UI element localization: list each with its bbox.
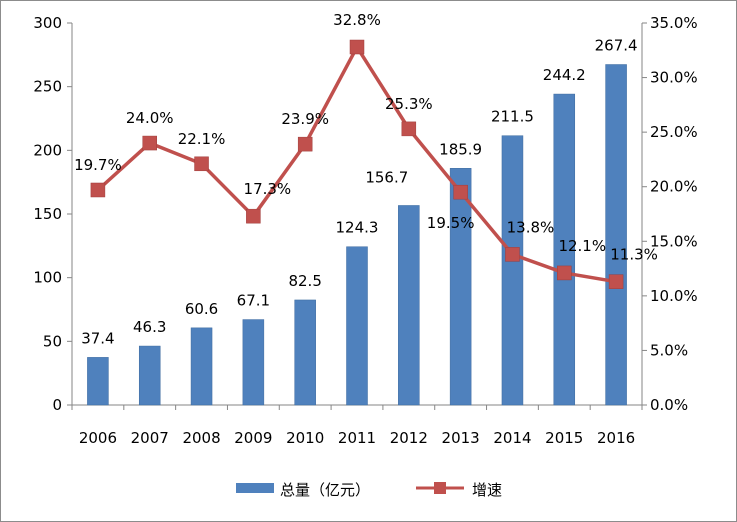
left-tick-label: 150	[33, 205, 62, 223]
left-tick-label: 200	[33, 141, 62, 159]
line-data-label: 24.0%	[126, 109, 174, 127]
line-marker	[246, 208, 261, 224]
bar	[449, 168, 472, 406]
bar	[501, 135, 524, 406]
bar	[605, 64, 627, 406]
left-tick-label: 300	[33, 14, 62, 32]
bar-data-label: 244.2	[543, 66, 586, 84]
axes: 0 50 100 150 200 250 300 0.0% 5.0% 10.0% 15.0% 20.0…	[33, 14, 697, 447]
bar-data-label: 185.9	[439, 140, 482, 158]
line-marker	[297, 136, 313, 152]
bar-data-label: 37.4	[81, 329, 114, 347]
bar	[553, 93, 576, 406]
x-tick-label: 2008	[182, 429, 220, 447]
bar-data-labels: 37.4 46.3 60.6 67.1 82.5 124.3 156.7 185.9 211.5…	[81, 37, 637, 348]
right-tick-label: 20.0%	[650, 178, 698, 196]
line-marker	[90, 182, 106, 198]
legend-bar-label: 总量（亿元）	[280, 481, 370, 499]
left-tick-label: 250	[33, 78, 62, 96]
legend-line-label: 增速	[472, 481, 502, 499]
bar	[294, 299, 316, 406]
bar-data-label: 211.5	[491, 108, 534, 126]
bar-data-label: 46.3	[133, 318, 166, 336]
line-data-labels: 19.7% 24.0%22.1% 17.3% 23.9% 32.8% 25.3% 19.5%…	[74, 11, 658, 264]
line-marker	[608, 274, 624, 289]
x-tick-label: 2012	[390, 429, 428, 447]
right-tick-label: 0.0%	[650, 396, 688, 414]
bar-data-label: 124.3	[336, 219, 379, 237]
line-marker	[142, 135, 157, 151]
x-tick-label: 2014	[493, 429, 531, 447]
line-marker	[453, 184, 468, 200]
bar	[190, 327, 213, 406]
line-data-label: 32.8%	[333, 11, 381, 29]
x-tick-label: 2013	[442, 429, 480, 447]
bar	[138, 345, 161, 406]
legend-line-marker	[434, 482, 446, 494]
line-data-label: 17.3%	[244, 180, 292, 198]
line-data-label: 12.1%	[558, 237, 606, 255]
left-tick-label: 50	[43, 332, 62, 350]
bar	[242, 319, 265, 406]
legend: 总量（亿元） 增速	[236, 481, 502, 499]
line-marker	[194, 156, 209, 172]
line-marker	[505, 247, 520, 262]
x-tick-label: 2009	[234, 429, 272, 447]
line-data-label: 19.5%	[427, 214, 475, 232]
x-tick-label: 2007	[131, 429, 169, 447]
x-tick-label: 2015	[545, 429, 583, 447]
right-tick-label: 35.0%	[650, 14, 698, 32]
x-tick-label: 2006	[79, 429, 117, 447]
line-marker	[557, 265, 572, 281]
bar-series	[87, 64, 627, 406]
bar-data-label: 267.4	[595, 37, 638, 55]
growth-line	[96, 45, 617, 284]
bar-data-label: 60.6	[185, 300, 218, 318]
line-data-label: 11.3%	[610, 246, 658, 264]
right-tick-label: 10.0%	[650, 287, 698, 305]
line-data-label: 13.8%	[507, 218, 555, 236]
line-data-label: 23.9%	[281, 110, 329, 128]
bar-data-label: 82.5	[288, 272, 321, 290]
x-tick-label: 2016	[597, 429, 635, 447]
left-tick-label: 0	[52, 396, 62, 414]
line-series	[90, 39, 624, 289]
right-tick-label: 5.0%	[650, 341, 688, 359]
line-data-label: 25.3%	[385, 95, 433, 113]
right-tick-label: 15.0%	[650, 232, 698, 250]
line-marker	[349, 39, 365, 55]
left-tick-label: 100	[33, 269, 62, 287]
bar-data-label: 156.7	[365, 168, 408, 186]
bar	[398, 205, 420, 406]
line-data-label: 22.1%	[178, 130, 226, 148]
bar	[346, 246, 368, 406]
x-tick-label: 2010	[286, 429, 324, 447]
bar-data-label: 67.1	[237, 292, 270, 310]
legend-bar-swatch	[236, 483, 274, 493]
right-tick-label: 30.0%	[650, 69, 698, 87]
x-tick-label: 2011	[338, 429, 376, 447]
right-tick-label: 25.0%	[650, 123, 698, 141]
bar	[87, 357, 109, 406]
line-marker	[401, 121, 417, 137]
line-data-label: 19.7%	[74, 156, 122, 174]
